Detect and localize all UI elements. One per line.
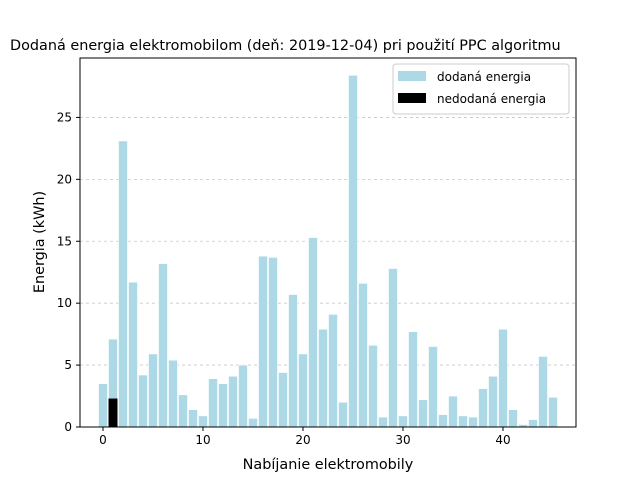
bar-delivered (248, 418, 258, 428)
x-axis-label: Nabíjanie elektromobily (243, 457, 414, 473)
bars (98, 75, 558, 428)
x-tick-label: 30 (395, 433, 410, 447)
x-axis-ticks: 0 10 20 30 40 (99, 427, 511, 447)
y-tick-label: 10 (57, 296, 72, 310)
bar-delivered (288, 294, 298, 428)
bar-delivered (318, 328, 328, 428)
legend-swatch-delivered (398, 71, 426, 81)
bar-delivered (488, 375, 498, 428)
bar-delivered (458, 415, 468, 428)
x-tick-label: 0 (99, 433, 107, 447)
bar-delivered (118, 140, 128, 428)
bar-delivered (208, 378, 218, 428)
bar-undelivered (108, 398, 118, 427)
bar-delivered (538, 356, 548, 428)
bar-delivered (548, 396, 558, 428)
bar-delivered (268, 257, 278, 428)
bar-delivered (138, 374, 148, 428)
bar-delivered (258, 255, 268, 428)
bar-delivered (238, 364, 248, 428)
bar-delivered (308, 237, 318, 428)
y-tick-label: 15 (57, 234, 72, 248)
bar-delivered (128, 281, 138, 428)
bar-delivered (338, 401, 348, 428)
bar-delivered (448, 395, 458, 428)
bar-delivered (228, 375, 238, 428)
bar-delivered (508, 409, 518, 428)
bar-delivered (198, 415, 208, 428)
plot-frame (79, 57, 577, 428)
legend-label-undelivered: nedodaná energia (437, 92, 546, 106)
bar-delivered (148, 353, 158, 428)
legend: dodaná energia nedodaná energia (392, 63, 570, 115)
bar-delivered (388, 268, 398, 428)
y-tick-label: 5 (64, 358, 72, 372)
bar-delivered (528, 419, 538, 428)
bar-delivered (178, 394, 188, 428)
legend-swatch-undelivered (398, 93, 426, 103)
chart-title: Dodaná energia elektromobilom (deň: 2019… (10, 38, 561, 54)
bar-delivered (408, 331, 418, 428)
bar-delivered (348, 75, 358, 428)
y-tick-label: 20 (57, 172, 72, 186)
bar-delivered (358, 283, 368, 428)
bar-delivered (428, 346, 438, 428)
bar-delivered (468, 416, 478, 428)
bar-delivered (278, 372, 288, 428)
legend-frame (392, 63, 570, 115)
bar-delivered (398, 415, 408, 428)
bar-delivered (438, 414, 448, 428)
y-axis-label: Energia (kWh) (32, 191, 48, 293)
bar-delivered (188, 409, 198, 428)
bar-delivered (158, 263, 168, 428)
bar-delivered (418, 399, 428, 428)
bar-delivered (498, 328, 508, 428)
y-tick-label: 0 (64, 420, 72, 434)
bar-delivered (378, 416, 388, 428)
x-tick-label: 40 (495, 433, 510, 447)
legend-label-delivered: dodaná energia (437, 70, 531, 84)
bar-delivered (368, 344, 378, 428)
x-tick-label: 10 (195, 433, 210, 447)
y-tick-label: 25 (57, 110, 72, 124)
bar-delivered (478, 388, 488, 428)
bar-delivered (168, 359, 178, 428)
bar-delivered (298, 353, 308, 428)
x-tick-label: 20 (295, 433, 310, 447)
y-axis-ticks: 0 5 10 15 20 25 (57, 110, 80, 434)
bar-delivered (218, 383, 228, 428)
bar-delivered (328, 314, 338, 428)
bar-delivered (98, 383, 108, 428)
